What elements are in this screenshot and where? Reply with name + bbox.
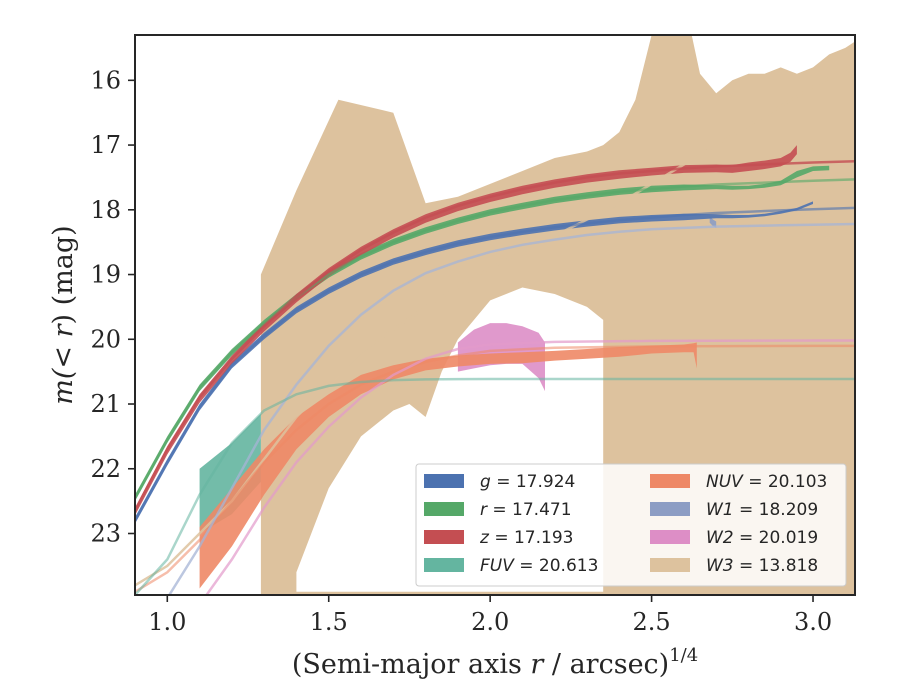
- legend-swatch-w2: [650, 530, 690, 544]
- y-tick-label: 16: [90, 66, 121, 94]
- band-nuv: [199, 342, 697, 589]
- model-curve-z: [135, 159, 855, 512]
- y-tick-label: 22: [90, 455, 121, 483]
- axis-ticks: 1.0 1.5 2.0 2.5 3.0 16 17 18 19 20 21 22 23: [90, 66, 832, 636]
- model-curve-fuv: [135, 377, 855, 595]
- legend-swatch-w3: [650, 558, 690, 572]
- band-w1: [709, 216, 717, 228]
- legend-label-w3: W3 = 13.818: [706, 556, 818, 576]
- axes-frame: [134, 34, 856, 596]
- y-axis-label: m(< r) (mag): [48, 225, 79, 404]
- legend-swatch-z: [424, 530, 464, 544]
- x-tick-label: 2.5: [633, 608, 671, 636]
- plot-area: [135, 35, 855, 595]
- legend-label-fuv: FUV = 20.613: [480, 556, 598, 576]
- x-tick-label: 1.5: [310, 608, 348, 636]
- model-curve-w1: [167, 222, 855, 595]
- y-tick-label: 17: [90, 131, 121, 159]
- legend-label-w2: W2 = 20.019: [706, 528, 818, 548]
- model-curve-w2: [204, 339, 855, 595]
- legend-swatch-nuv: [650, 474, 690, 488]
- y-tick-label: 20: [90, 325, 121, 353]
- band-fuv: [199, 413, 261, 534]
- model-curve-r: [135, 178, 855, 499]
- y-tick-label: 23: [90, 519, 121, 547]
- legend-label-nuv: NUV = 20.103: [706, 472, 827, 492]
- legend-label-w1: W1 = 18.209: [706, 500, 818, 520]
- legend-swatch-r: [424, 502, 464, 516]
- legend-label-r: r = 17.471: [480, 500, 572, 520]
- x-tick-label: 3.0: [794, 608, 832, 636]
- model-curve-g: [135, 206, 855, 522]
- x-tick-label: 1.0: [148, 608, 186, 636]
- x-axis-label: (Semi-major axis r / arcsec)1/4: [292, 645, 698, 680]
- legend: g = 17.924 r = 17.471 z = 17.193 FUV = 20.6…: [415, 463, 847, 587]
- y-tick-label: 19: [90, 261, 121, 289]
- legend-label-g: g = 17.924: [480, 472, 575, 492]
- y-tick-label: 21: [90, 390, 121, 418]
- model-curve-nuv: [135, 344, 855, 593]
- legend-swatch-fuv: [424, 558, 464, 572]
- legend-box: [415, 463, 847, 587]
- x-tick-label: 2.0: [471, 608, 509, 636]
- y-tick-label: 18: [90, 196, 121, 224]
- legend-swatch-g: [424, 474, 464, 488]
- band-w3: [260, 35, 855, 595]
- legend-swatch-w1: [650, 502, 690, 516]
- legend-label-z: z = 17.193: [479, 528, 573, 548]
